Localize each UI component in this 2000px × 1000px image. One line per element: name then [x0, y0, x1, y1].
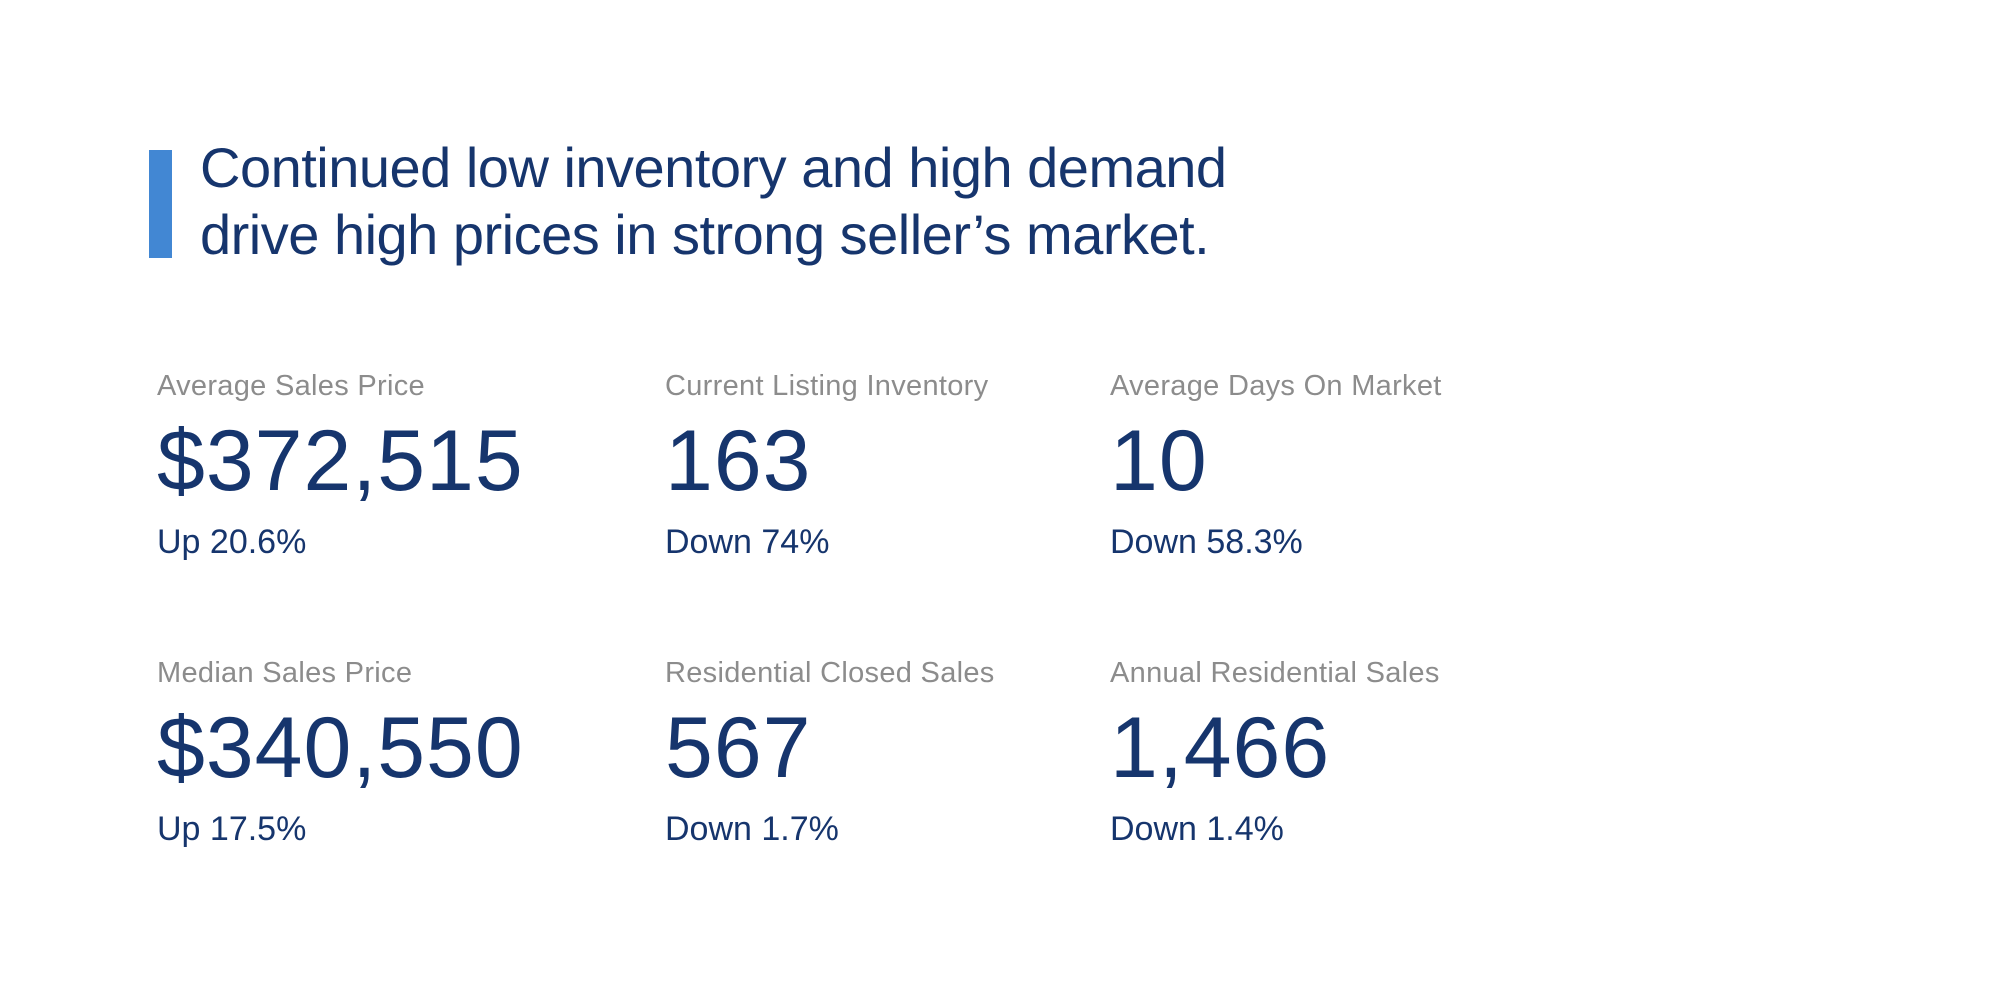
- stat-value: 567: [665, 700, 812, 796]
- stat-label: Average Days On Market: [1110, 370, 1442, 402]
- page-title-line-2: drive high prices in strong seller’s mar…: [200, 203, 1210, 266]
- stat-tile-average-sales-price: Average Sales Price $372,515 Up 20.6%: [157, 370, 665, 562]
- stats-grid: Average Sales Price $372,515 Up 20.6% Cu…: [157, 370, 1730, 849]
- stat-tile-residential-closed-sales: Residential Closed Sales 567 Down 1.7%: [665, 657, 1110, 849]
- stat-label: Median Sales Price: [157, 657, 413, 689]
- stat-change: Down 74%: [665, 523, 830, 561]
- headline: Continued low inventory and high demand …: [149, 134, 1227, 268]
- stat-change: Up 20.6%: [157, 523, 307, 561]
- stat-label: Residential Closed Sales: [665, 657, 995, 689]
- stat-label: Average Sales Price: [157, 370, 425, 402]
- stat-label: Annual Residential Sales: [1110, 657, 1440, 689]
- stat-value: 1,466: [1110, 700, 1331, 796]
- page-title: Continued low inventory and high demand …: [200, 134, 1227, 268]
- stat-value: 10: [1110, 413, 1208, 509]
- stat-tile-current-listing-inventory: Current Listing Inventory 163 Down 74%: [665, 370, 1110, 562]
- stat-label: Current Listing Inventory: [665, 370, 989, 402]
- stat-tile-median-sales-price: Median Sales Price $340,550 Up 17.5%: [157, 657, 665, 849]
- stat-change: Down 1.7%: [665, 810, 839, 848]
- stat-tile-annual-residential-sales: Annual Residential Sales 1,466 Down 1.4%: [1110, 657, 1730, 849]
- headline-accent-bar: [149, 150, 172, 258]
- stat-value: 163: [665, 413, 812, 509]
- page-title-line-1: Continued low inventory and high demand: [200, 136, 1227, 199]
- stat-tile-average-days-on-market: Average Days On Market 10 Down 58.3%: [1110, 370, 1730, 562]
- stat-value: $340,550: [157, 700, 524, 796]
- stat-value: $372,515: [157, 413, 524, 509]
- stat-change: Down 58.3%: [1110, 523, 1303, 561]
- stat-change: Up 17.5%: [157, 810, 307, 848]
- stat-change: Down 1.4%: [1110, 810, 1284, 848]
